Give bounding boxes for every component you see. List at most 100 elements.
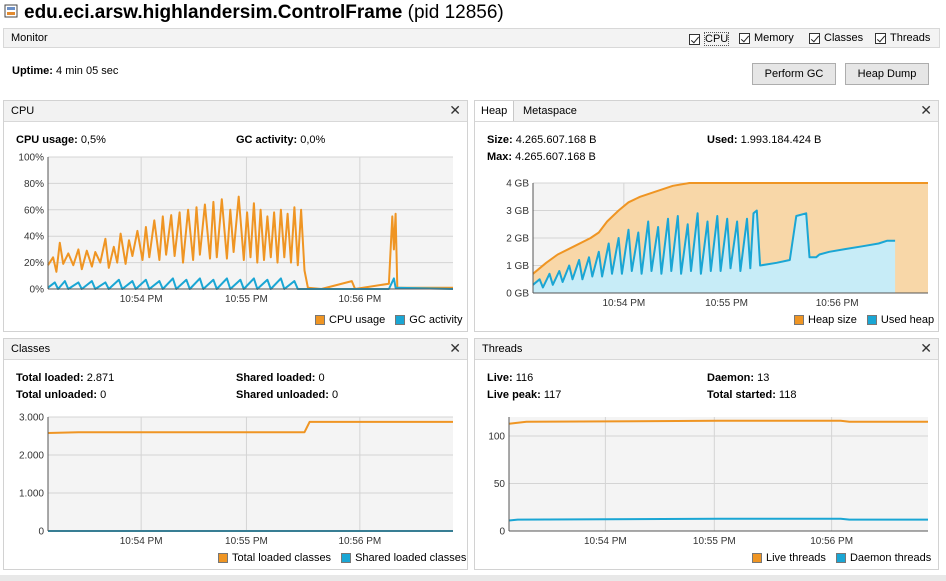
y-tick-label: 1.000 [19,489,44,500]
heap-max-stat: Max: 4.265.607.168 B [487,151,596,163]
legend-swatch [835,553,846,563]
heap-legend: Heap size Used heap [794,314,934,326]
tab-metaspace[interactable]: Metaspace [523,105,577,117]
total-loaded-label: Total loaded: [16,372,84,384]
gc-activity-value: 0,0% [300,134,326,146]
x-tick-label: 10:54 PM [584,536,627,547]
classes-legend: Total loaded classes Shared loaded class… [218,552,466,564]
heap-size-label: Size: [487,134,513,146]
legend-swatch [341,553,352,563]
tab-heap[interactable]: Heap [475,101,515,121]
series-line [532,182,928,275]
checkbox-label: Memory [754,32,794,44]
y-tick-label: 1 GB [506,261,529,272]
series-line [508,419,928,425]
x-tick-label: 10:54 PM [120,536,163,547]
y-tick-label: 2.000 [19,451,44,462]
perform-gc-button[interactable]: Perform GC [752,63,836,85]
threads-checkbox[interactable]: Threads [875,32,930,44]
checkbox-checked-icon [875,32,886,44]
window-title: edu.eci.arsw.highlandersim.ControlFrame … [24,2,504,24]
java-app-icon [4,4,18,18]
threads-legend: Live threads Daemon threads [752,552,931,564]
cpu-chart: 0% 20% 40% 60% 80% 100% 10:54 PM 10:55 PM 10:56 … [18,153,454,305]
legend-swatch [752,553,762,563]
uptime-label: Uptime: [12,65,53,77]
y-tick-label: 100% [18,153,44,164]
y-tick-label: 0 [38,527,44,538]
classes-checkbox[interactable]: Classes [809,32,863,44]
cpu-usage-stat: CPU usage: 0,5% [16,134,106,146]
heap-size-value: 4.265.607.168 B [515,134,597,146]
live-peak-stat: Live peak: 117 [487,389,561,401]
checkbox-checked-icon [739,32,750,44]
legend-swatch [395,315,406,325]
series-line [508,517,928,522]
cpu-panel-header: CPU ✕ [4,101,467,122]
monitor-header: Monitor CPU Memory Classes Threads [3,28,940,48]
y-tick-label: 40% [24,232,44,243]
gc-activity-stat: GC activity: 0,0% [236,134,325,146]
legend-swatch [794,315,804,325]
x-tick-label: 10:55 PM [225,536,268,547]
classes-panel-title: Classes [11,343,51,355]
y-tick-label: 60% [24,205,44,216]
y-tick-label: 80% [24,179,44,190]
live-peak-value: 117 [543,389,562,401]
legend-label: Shared loaded classes [355,552,467,564]
heap-dump-button[interactable]: Heap Dump [845,63,929,85]
shared-loaded-value: 0 [318,372,325,384]
legend-label: Live threads [766,552,826,564]
checkbox-label: Classes [824,32,864,44]
x-tick-label: 10:55 PM [225,294,268,305]
monitor-label: Monitor [11,32,48,44]
x-tick-label: 10:56 PM [816,298,859,309]
live-peak-label: Live peak: [487,389,541,401]
close-icon[interactable]: ✕ [920,102,932,118]
close-icon[interactable]: ✕ [920,340,932,356]
legend-swatch [315,315,325,325]
close-icon[interactable]: ✕ [449,340,461,356]
cpu-panel: CPU ✕ CPU usage: 0,5% GC activity: 0,0% … [3,100,468,332]
live-label: Live: [487,372,513,384]
y-tick-label: 2 GB [506,234,529,245]
window-title-bar: edu.eci.arsw.highlandersim.ControlFrame … [0,0,946,27]
legend-label: CPU usage [329,314,386,326]
x-tick-label: 10:54 PM [120,294,163,305]
cpu-usage-value: 0,5% [80,134,106,146]
shared-loaded-label: Shared loaded: [236,372,316,384]
heap-panel: Heap Metaspace ✕ Size: 4.265.607.168 B M… [474,100,939,332]
series-line [532,209,896,289]
y-tick-label: 0 [499,527,505,538]
cpu-legend: CPU usage GC activity [315,314,462,326]
threads-panel: Threads ✕ Live: 116 Live peak: 117 Daemo… [474,338,939,570]
daemon-label: Daemon: [707,372,755,384]
x-tick-label: 10:56 PM [810,536,853,547]
total-started-label: Total started: [707,389,776,401]
plot-area [48,157,453,289]
threads-panel-title: Threads [482,343,523,355]
classes-panel: Classes ✕ Total loaded: 2.871 Total unlo… [3,338,468,570]
legend-label: Used heap [880,314,935,326]
legend-label: Heap size [808,314,857,326]
legend-label: Total loaded classes [232,552,332,564]
total-started-value: 118 [778,389,797,401]
x-tick-label: 10:56 PM [338,536,381,547]
plot-area [509,417,928,531]
app-name: edu.eci.arsw.highlandersim.ControlFrame [24,2,403,23]
heap-max-label: Max: [487,151,513,163]
total-unloaded-stat: Total unloaded: 0 [16,389,106,401]
total-loaded-stat: Total loaded: 2.871 [16,372,114,384]
close-icon[interactable]: ✕ [449,102,461,118]
series-line [47,420,453,434]
total-unloaded-value: 0 [100,389,107,401]
heap-used-label: Used: [707,134,738,146]
y-tick-label: 20% [24,258,44,269]
memory-checkbox[interactable]: Memory [739,32,794,44]
classes-panel-header: Classes ✕ [4,339,467,360]
shared-unloaded-label: Shared unloaded: [236,389,329,401]
x-tick-label: 10:54 PM [602,298,645,309]
y-tick-label: 50 [494,479,506,490]
cpu-checkbox[interactable]: CPU [689,32,730,46]
legend-label: Daemon threads [849,552,932,564]
